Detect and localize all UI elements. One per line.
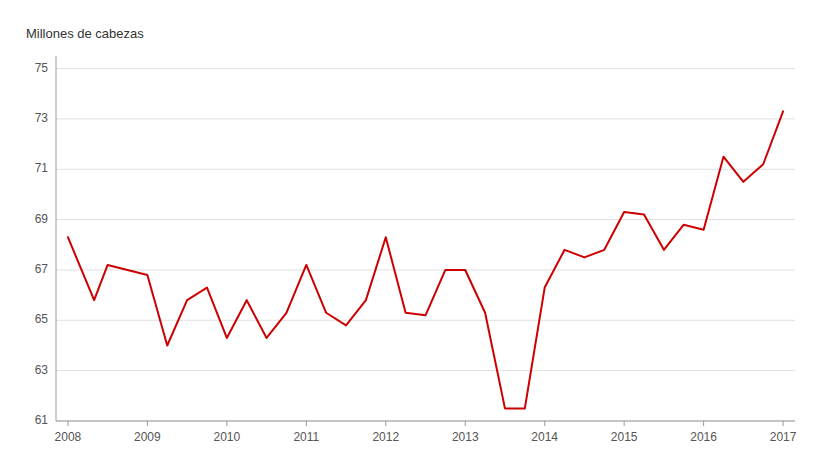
grid [56, 69, 795, 421]
x-tick [465, 421, 466, 426]
grid-line [56, 269, 795, 270]
x-tick-label: 2015 [611, 430, 638, 444]
x-axis-line [56, 421, 795, 422]
x-tick [306, 421, 307, 426]
x-tick-label: 2011 [293, 430, 319, 444]
plot-area [68, 111, 783, 408]
chart: 61 63 65 67 69 71 73 75 2008 2009 2010 2011 2012 2013… [0, 0, 819, 461]
y-axis-line [56, 56, 57, 421]
x-tick-label: 2014 [531, 430, 558, 444]
x-tick [67, 421, 68, 426]
data-line [68, 111, 783, 408]
x-tick [226, 421, 227, 426]
y-tick-label: 73 [35, 111, 49, 125]
x-tick [624, 421, 625, 426]
x-tick [147, 421, 148, 426]
y-tick-label: 71 [35, 161, 49, 175]
x-tick-label: 2017 [770, 430, 797, 444]
grid-line [56, 320, 795, 321]
x-tick-label: 2012 [372, 430, 399, 444]
y-tick-label: 65 [35, 312, 49, 326]
y-tick-label: 75 [35, 61, 49, 75]
x-tick-label: 2016 [690, 430, 717, 444]
x-tick [544, 421, 545, 426]
x-tick-label: 2013 [452, 430, 479, 444]
x-tick [703, 421, 704, 426]
y-tick-label: 61 [35, 413, 49, 427]
grid-line [56, 68, 795, 69]
x-tick [783, 421, 784, 426]
grid-line [56, 118, 795, 119]
x-tick-label: 2010 [213, 430, 240, 444]
x-tick [385, 421, 386, 426]
grid-line [56, 421, 795, 422]
grid-line [56, 370, 795, 371]
y-tick-label: 63 [35, 363, 49, 377]
y-axis-label: Millones de cabezas [26, 26, 144, 41]
y-tick-label: 67 [35, 262, 49, 276]
y-tick-label: 69 [35, 212, 49, 226]
grid-line [56, 219, 795, 220]
grid-line [56, 169, 795, 170]
x-tick-label: 2008 [55, 430, 82, 444]
x-tick-label: 2009 [134, 430, 161, 444]
